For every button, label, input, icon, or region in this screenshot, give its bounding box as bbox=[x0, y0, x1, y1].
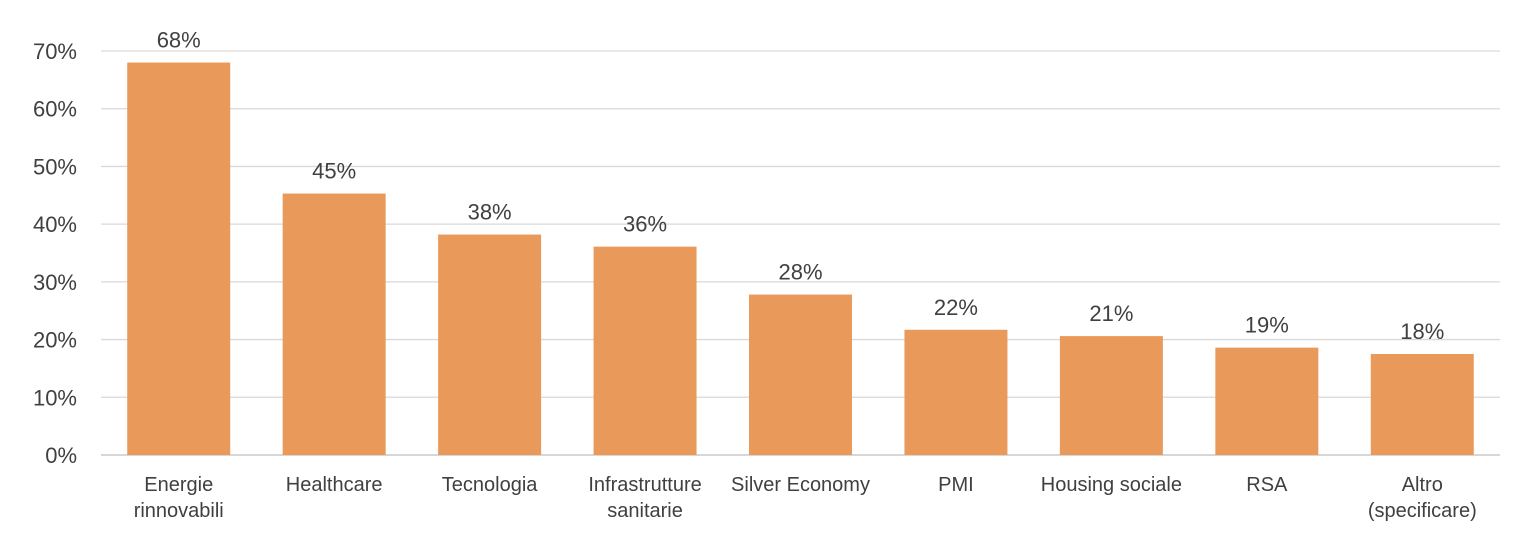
y-tick-label: 50% bbox=[33, 154, 77, 179]
data-label: 19% bbox=[1245, 313, 1289, 338]
y-tick-label: 40% bbox=[33, 212, 77, 237]
x-axis: Energie rinnovabili Healthcare Tecnologia In… bbox=[134, 474, 1477, 522]
y-tick-label: 0% bbox=[45, 443, 77, 468]
data-label: 22% bbox=[934, 295, 978, 320]
category-label: Energie bbox=[144, 474, 213, 496]
bars bbox=[127, 62, 1474, 456]
data-label: 21% bbox=[1089, 301, 1133, 326]
bar bbox=[1370, 354, 1474, 455]
bar bbox=[1215, 347, 1319, 455]
y-tick-label: 70% bbox=[33, 39, 77, 64]
data-label: 28% bbox=[778, 260, 822, 285]
data-label: 68% bbox=[157, 28, 201, 53]
data-label: 38% bbox=[468, 200, 512, 225]
category-label: Housing sociale bbox=[1041, 474, 1182, 496]
category-label: Altro bbox=[1402, 474, 1443, 496]
bar bbox=[593, 246, 697, 455]
category-label: PMI bbox=[938, 474, 974, 496]
y-axis: 0% 10% 20% 30% 40% 50% 60% 70% bbox=[33, 39, 77, 468]
category-label: (specificare) bbox=[1368, 500, 1477, 522]
y-tick-label: 10% bbox=[33, 385, 77, 410]
data-label: 36% bbox=[623, 212, 667, 237]
category-label: Tecnologia bbox=[442, 474, 539, 496]
bar bbox=[749, 294, 852, 455]
data-labels: 68% 45% 38% 36% 28% 22% 21% 19% 18% bbox=[157, 28, 1445, 344]
bar bbox=[127, 62, 231, 456]
category-label: Silver Economy bbox=[731, 474, 870, 496]
y-tick-label: 20% bbox=[33, 328, 77, 353]
y-tick-label: 60% bbox=[33, 97, 77, 122]
category-label: Healthcare bbox=[286, 474, 383, 496]
data-label: 18% bbox=[1400, 319, 1444, 344]
bar bbox=[438, 234, 542, 455]
data-label: 45% bbox=[312, 159, 356, 184]
bar bbox=[1059, 336, 1163, 455]
category-label: RSA bbox=[1246, 474, 1288, 496]
category-label: rinnovabili bbox=[134, 500, 224, 522]
category-label: sanitarie bbox=[607, 500, 683, 522]
category-label: Infrastrutture bbox=[588, 474, 701, 496]
bar bbox=[904, 329, 1008, 455]
y-tick-label: 30% bbox=[33, 270, 77, 295]
bar bbox=[282, 193, 386, 455]
